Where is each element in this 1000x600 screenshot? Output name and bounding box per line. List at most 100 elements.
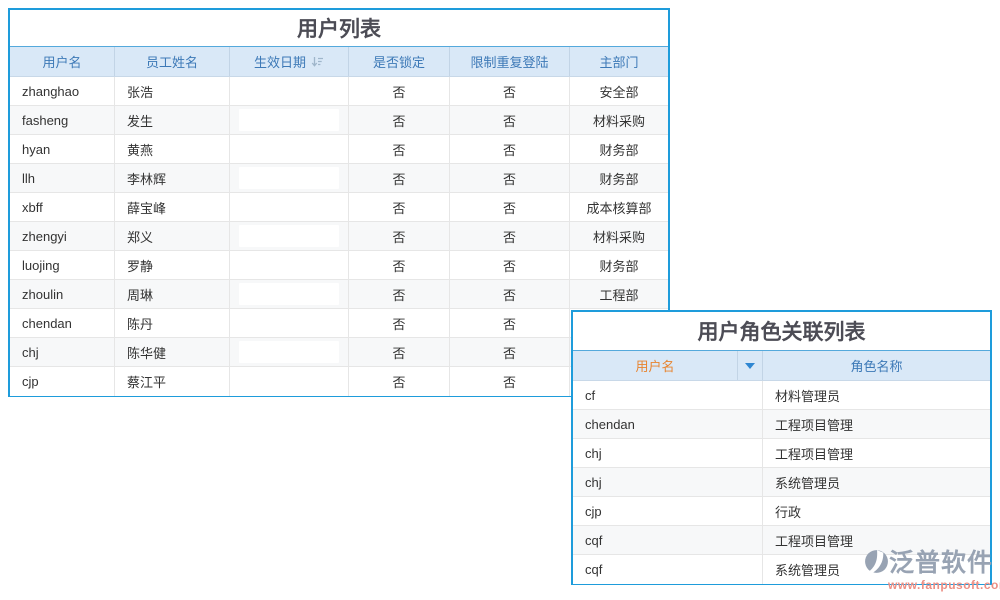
user-list-title: 用户列表 — [10, 10, 668, 47]
effective-date-input[interactable] — [239, 254, 339, 276]
cell-locked: 否 — [349, 222, 450, 250]
cell-employee-name: 张浩 — [115, 77, 230, 105]
cell-employee-name: 郑义 — [115, 222, 230, 250]
cell-restrict-login: 否 — [450, 222, 570, 250]
cell-username: zhengyi — [10, 222, 115, 250]
user-table-row[interactable]: zhengyi 郑义 否否 材料采购 — [10, 222, 668, 251]
user-role-row[interactable]: chj 工程项目管理 — [573, 439, 990, 468]
col-header-employee-name[interactable]: 员工姓名 — [115, 47, 230, 76]
cell-role-name: 工程项目管理 — [775, 446, 854, 462]
col-header-main-dept[interactable]: 主部门 — [570, 47, 668, 76]
effective-date-input[interactable] — [239, 370, 339, 393]
user-table-row[interactable]: chendan 陈丹 否否 — [10, 309, 668, 338]
cell-restrict-login: 否 — [450, 77, 570, 105]
watermark: 泛普软件 www.fanpusoft.com — [864, 543, 1000, 592]
cell-restrict-login: 否 — [450, 193, 570, 221]
cell-role-username: cjp — [573, 497, 763, 525]
user-role-row[interactable]: cqf 工程项目管理 — [573, 526, 990, 555]
effective-date-input[interactable] — [239, 167, 339, 189]
cell-effective-date — [230, 251, 349, 279]
cell-restrict-login: 否 — [450, 251, 570, 279]
cell-effective-date — [230, 106, 349, 134]
user-table-row[interactable]: luojing 罗静 否否 财务部 — [10, 251, 668, 280]
col-header-locked-label: 是否锁定 — [372, 55, 425, 70]
cell-role-username: cqf — [573, 555, 763, 584]
cell-employee-name: 罗静 — [115, 251, 230, 279]
cell-effective-date — [230, 77, 349, 105]
sort-descending-icon[interactable] — [311, 56, 324, 68]
user-list-header-row: 用户名 员工姓名 生效日期 是否锁定 限制重复登陆 主部门 — [10, 47, 668, 77]
user-table-row[interactable]: cjp 蔡江平 否否 — [10, 367, 668, 396]
effective-date-input[interactable] — [239, 138, 339, 160]
user-role-row[interactable]: chendan 工程项目管理 — [573, 410, 990, 439]
col-header-restrict-login-label: 限制重复登陆 — [470, 55, 549, 70]
effective-date-input[interactable] — [239, 225, 339, 247]
username-filter-cell[interactable] — [738, 351, 763, 380]
col-header-locked[interactable]: 是否锁定 — [349, 47, 450, 76]
cell-locked: 否 — [349, 193, 450, 221]
cell-employee-name: 李林辉 — [115, 164, 230, 192]
cell-main-dept: 财务部 — [599, 258, 639, 274]
cell-username: cjp — [10, 367, 115, 396]
cell-restrict-login: 否 — [450, 106, 570, 134]
effective-date-input[interactable] — [239, 341, 339, 363]
cell-role-username: cqf — [573, 526, 763, 554]
user-table-row[interactable]: chj 陈华健 否否 — [10, 338, 668, 367]
cell-username: chj — [10, 338, 115, 366]
cell-effective-date — [230, 135, 349, 163]
effective-date-input[interactable] — [239, 283, 339, 305]
user-role-row[interactable]: cjp 行政 — [573, 497, 990, 526]
cell-username: xbff — [10, 193, 115, 221]
cell-role-username: chj — [573, 439, 763, 467]
cell-role-name: 工程项目管理 — [775, 533, 854, 549]
user-table-row[interactable]: llh 李林辉 否否 财务部 — [10, 164, 668, 193]
effective-date-input[interactable] — [239, 80, 339, 102]
cell-employee-name: 周琳 — [115, 280, 230, 308]
col-header-username[interactable]: 用户名 — [10, 47, 115, 76]
cell-username: hyan — [10, 135, 115, 163]
cell-restrict-login: 否 — [450, 164, 570, 192]
cell-effective-date — [230, 367, 349, 396]
cell-restrict-login: 否 — [450, 135, 570, 163]
watermark-url-text: www.fanpusoft.com — [888, 578, 1000, 592]
effective-date-input[interactable] — [239, 312, 339, 334]
role-col-header-username-label: 用户名 — [635, 359, 675, 374]
cell-main-dept: 成本核算部 — [586, 200, 652, 216]
user-table-row[interactable]: hyan 黄燕 否否 财务部 — [10, 135, 668, 164]
cell-username: luojing — [10, 251, 115, 279]
cell-employee-name: 陈丹 — [115, 309, 230, 337]
effective-date-input[interactable] — [239, 109, 339, 131]
user-role-body: cf 材料管理员 chendan 工程项目管理 chj 工程项目管理 chj 系统管理员 cjp… — [573, 381, 990, 584]
cell-role-name: 行政 — [775, 504, 802, 520]
cell-employee-name: 蔡江平 — [115, 367, 230, 396]
cell-locked: 否 — [349, 164, 450, 192]
user-role-row[interactable]: cqf 系统管理员 — [573, 555, 990, 584]
user-table-row[interactable]: zhanghao 张浩 否否 安全部 — [10, 77, 668, 106]
col-header-effective-date[interactable]: 生效日期 — [230, 47, 349, 76]
user-table-row[interactable]: xbff 薛宝峰否否成本核算部 — [10, 193, 668, 222]
user-role-row[interactable]: cf 材料管理员 — [573, 381, 990, 410]
col-header-effective-date-label: 生效日期 — [253, 55, 306, 70]
cell-effective-date — [230, 280, 349, 308]
user-table-row[interactable]: fasheng 发生 否否 材料采购 — [10, 106, 668, 135]
role-col-header-rolename[interactable]: 角色名称 — [763, 351, 990, 380]
cell-locked: 否 — [349, 338, 450, 366]
cell-employee-name: 发生 — [115, 106, 230, 134]
user-role-row[interactable]: chj 系统管理员 — [573, 468, 990, 497]
role-col-header-username[interactable]: 用户名 — [573, 351, 738, 380]
watermark-brand-text: 泛普软件 — [889, 549, 994, 577]
user-role-header-row: 用户名 角色名称 — [573, 351, 990, 381]
cell-effective-date — [230, 222, 349, 250]
cell-restrict-login: 否 — [450, 309, 570, 337]
user-role-panel: 用户角色关联列表 用户名 角色名称 cf 材料管理员 chendan 工程项目管理 ch… — [571, 310, 992, 585]
user-table-row[interactable]: zhoulin 周琳 否否 工程部 — [10, 280, 668, 309]
cell-restrict-login: 否 — [450, 280, 570, 308]
dropdown-arrow-icon[interactable] — [745, 362, 755, 369]
cell-role-username: chendan — [573, 410, 763, 438]
effective-date-input[interactable] — [239, 196, 339, 218]
fanpu-logo-icon — [865, 549, 888, 574]
col-header-restrict-login[interactable]: 限制重复登陆 — [450, 47, 570, 76]
cell-role-username: chj — [573, 468, 763, 496]
role-col-header-rolename-label: 角色名称 — [850, 359, 903, 374]
cell-main-dept: 材料采购 — [592, 113, 645, 129]
